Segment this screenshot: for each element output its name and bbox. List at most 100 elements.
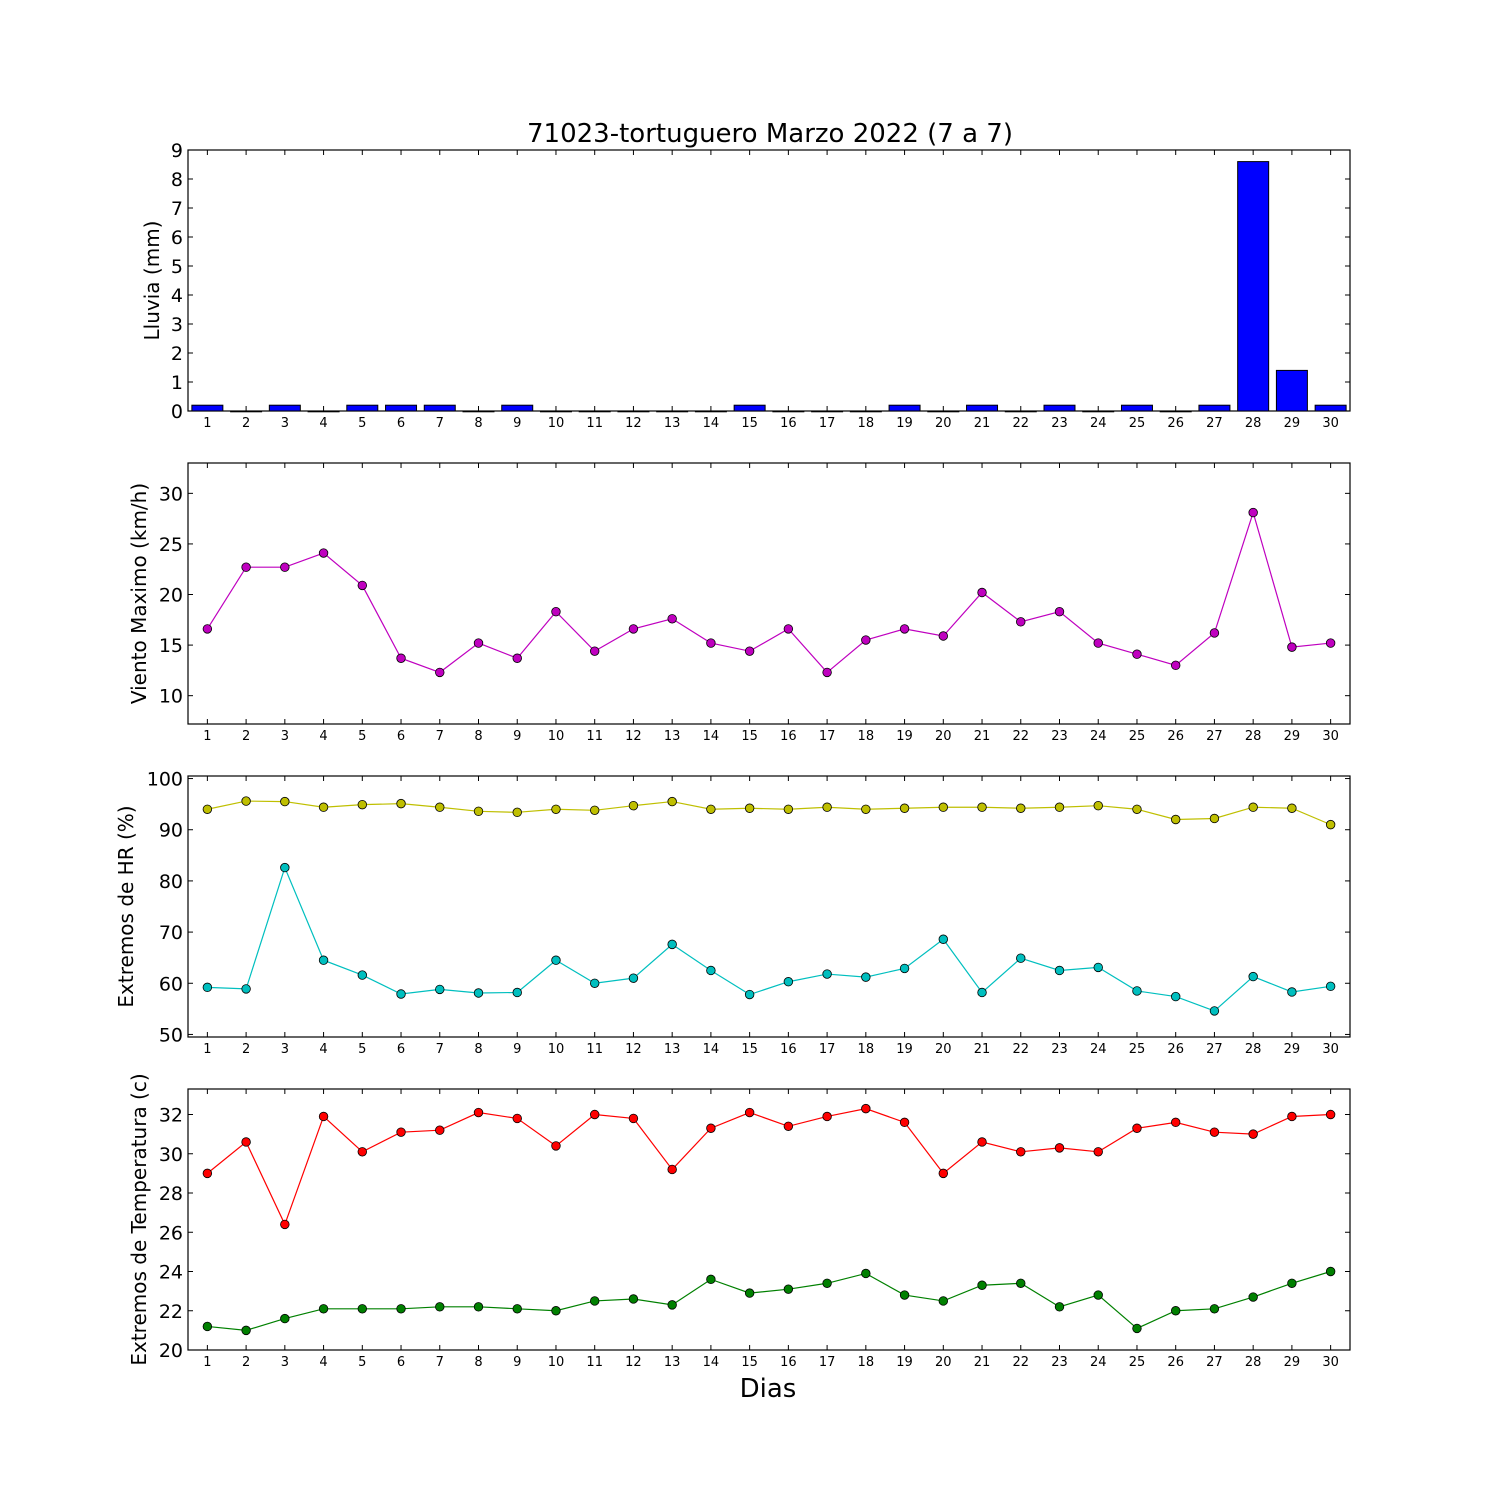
series-line: [207, 865, 1331, 1012]
x-tick-label: 20: [935, 416, 952, 431]
x-tick-label: 9: [513, 1355, 521, 1370]
y-tick-label: 80: [159, 871, 183, 893]
x-tick-label: 10: [548, 1042, 565, 1057]
data-point: [1209, 1127, 1220, 1137]
x-tick-label: 20: [935, 1355, 952, 1370]
x-tick-label: 4: [319, 416, 327, 431]
x-tick-label: 30: [1322, 729, 1339, 744]
x-tick-label: 27: [1206, 729, 1223, 744]
x-tick-label: 3: [281, 1042, 289, 1057]
x-tick-label: 22: [1012, 1355, 1029, 1370]
data-point: [473, 806, 484, 817]
x-tick-label: 5: [358, 729, 366, 744]
y-tick-label: 100: [147, 769, 183, 791]
data-point: [1248, 1129, 1258, 1139]
x-tick-label: 16: [780, 1042, 797, 1057]
data-point: [1287, 1111, 1297, 1122]
data-point: [1054, 607, 1065, 617]
data-point: [473, 988, 484, 998]
x-tick-label: 7: [436, 1042, 444, 1057]
plot-frame: [187, 1088, 1351, 1351]
data-point: [667, 1300, 677, 1310]
x-tick-label: 9: [513, 416, 521, 431]
data-point: [241, 562, 251, 572]
x-tick-label: 1: [203, 1042, 211, 1057]
y-tick-label: 20: [159, 585, 183, 607]
x-tick-label: 25: [1129, 729, 1146, 744]
data-point: [861, 972, 871, 982]
data-point: [1054, 802, 1065, 812]
x-tick-label: 5: [358, 416, 366, 431]
bar: [1082, 410, 1115, 413]
data-point: [318, 955, 329, 965]
data-point: [783, 804, 794, 814]
x-tick-label: 20: [935, 1042, 952, 1057]
y-tick-label: 25: [159, 534, 183, 556]
data-point: [357, 1304, 368, 1314]
data-point: [861, 635, 871, 645]
data-point: [512, 1113, 522, 1124]
x-tick-label: 28: [1245, 1355, 1262, 1370]
y-tick-label: 5: [171, 256, 183, 278]
x-tick-label: 4: [319, 1042, 327, 1057]
data-point: [822, 969, 832, 979]
x-tick-label: 11: [586, 729, 603, 744]
data-point: [435, 1302, 445, 1312]
y-tick-label: 9: [171, 140, 183, 162]
data-point: [551, 955, 561, 965]
x-tick-label: 17: [819, 1042, 836, 1057]
y-tick-label: 20: [159, 1340, 183, 1362]
y-tick-label: 30: [159, 1144, 183, 1166]
x-tick-label: 21: [974, 416, 991, 431]
data-point: [396, 1304, 406, 1314]
data-point: [667, 796, 677, 807]
data-point: [1016, 953, 1026, 963]
data-point: [1093, 962, 1103, 973]
data-point: [628, 973, 639, 983]
x-tick-label: 26: [1167, 729, 1184, 744]
data-point: [280, 862, 290, 873]
data-point: [241, 1137, 251, 1147]
data-point: [1325, 1109, 1336, 1120]
y-tick-label: 4: [171, 285, 183, 307]
x-tick-label: 26: [1167, 416, 1184, 431]
y-tick-label: 3: [171, 314, 183, 336]
x-tick-label: 2: [242, 1042, 250, 1057]
x-tick-label: 17: [819, 729, 836, 744]
series-line: [206, 1108, 1331, 1226]
data-point: [861, 804, 871, 814]
data-point: [202, 982, 213, 993]
bar: [1043, 404, 1076, 412]
data-point: [1209, 1304, 1220, 1314]
data-point: [744, 646, 755, 656]
data-point: [1170, 1306, 1181, 1316]
y-tick-label: 26: [159, 1222, 183, 1244]
data-point: [1209, 813, 1220, 824]
bar: [1237, 161, 1270, 412]
data-point: [396, 989, 406, 999]
x-tick-label: 28: [1245, 416, 1262, 431]
x-tick-label: 26: [1167, 1355, 1184, 1370]
x-tick-label: 7: [436, 729, 444, 744]
y-axis-label: Viento Maximo (km/h): [127, 483, 151, 704]
data-point: [667, 1164, 677, 1175]
bar: [1120, 404, 1153, 412]
x-tick-label: 24: [1090, 1042, 1107, 1057]
y-axis-label: Lluvia (mm): [140, 221, 164, 341]
data-point: [1016, 617, 1026, 627]
x-tick-label: 30: [1322, 416, 1339, 431]
data-point: [977, 587, 987, 598]
plot-frame: [187, 149, 1351, 412]
x-tick-label: 18: [858, 1355, 875, 1370]
x-tick-label: 22: [1012, 416, 1029, 431]
x-tick-label: 3: [281, 416, 289, 431]
x-tick-label: 6: [397, 729, 405, 744]
x-tick-label: 5: [358, 1042, 366, 1057]
x-tick-label: 6: [397, 1042, 405, 1057]
y-tick-label: 32: [159, 1105, 183, 1127]
x-tick-label: 30: [1322, 1355, 1339, 1370]
y-tick-label: 0: [171, 401, 183, 423]
y-axis-label: Extremos de Temperatura (c): [127, 1073, 151, 1365]
x-tick-label: 5: [358, 1355, 366, 1370]
